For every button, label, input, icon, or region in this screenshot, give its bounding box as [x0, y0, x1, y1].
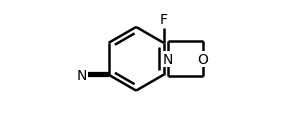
Text: N: N: [163, 52, 173, 66]
Text: F: F: [160, 13, 168, 27]
Text: N: N: [77, 68, 87, 82]
Text: O: O: [198, 52, 209, 66]
